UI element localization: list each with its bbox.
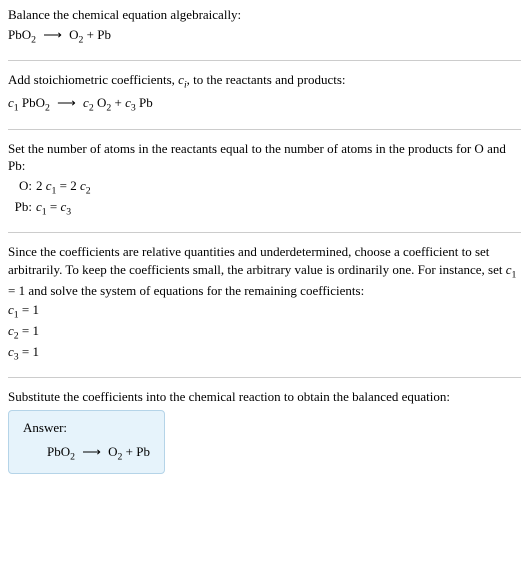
- section-title: Set the number of atoms in the reactants…: [8, 140, 521, 175]
- subscript: 2: [31, 34, 36, 45]
- num: 2: [36, 178, 46, 193]
- equation-unbalanced: PbO2 ⟶ O2 + Pb: [8, 26, 521, 47]
- species: Pb: [136, 95, 153, 110]
- element-label: O:: [8, 177, 36, 198]
- subscript: 2: [70, 451, 75, 462]
- table-row: Pb: c1 = c3: [8, 198, 95, 219]
- text: Since the coefficients are relative quan…: [8, 244, 506, 277]
- species: PbO: [8, 27, 31, 42]
- section-coefficients: Add stoichiometric coefficients, ci, to …: [8, 71, 521, 130]
- equation-cell: 2 c1 = 2 c2: [36, 177, 95, 198]
- coef-line: c1 = 1: [8, 301, 521, 322]
- plus: +: [83, 27, 97, 42]
- equation-cell: c1 = c3: [36, 198, 95, 219]
- arrow-icon: ⟶: [43, 27, 62, 42]
- section-problem: Balance the chemical equation algebraica…: [8, 6, 521, 61]
- subscript: 3: [66, 206, 71, 217]
- species: O: [108, 444, 117, 459]
- species: PbO: [47, 444, 70, 459]
- answer-box: Answer: PbO2 ⟶ O2 + Pb: [8, 410, 165, 474]
- species: O: [69, 27, 78, 42]
- species: PbO: [19, 95, 45, 110]
- subscript: 1: [512, 270, 517, 281]
- coef-line: c2 = 1: [8, 322, 521, 343]
- num: 2: [70, 178, 80, 193]
- coef-line: c3 = 1: [8, 343, 521, 364]
- balanced-equation: PbO2 ⟶ O2 + Pb: [23, 443, 150, 464]
- eq: = 1: [19, 344, 39, 359]
- section-title: Substitute the coefficients into the che…: [8, 388, 521, 406]
- text: = 1 and solve the system of equations fo…: [8, 283, 364, 298]
- section-solve: Since the coefficients are relative quan…: [8, 243, 521, 378]
- species: O: [94, 95, 107, 110]
- species: Pb: [136, 444, 150, 459]
- coefficient-solutions: c1 = 1 c2 = 1 c3 = 1: [8, 301, 521, 363]
- answer-label: Answer:: [23, 419, 150, 437]
- text: , to the reactants and products:: [187, 72, 346, 87]
- eq: =: [47, 199, 61, 214]
- section-title: Balance the chemical equation algebraica…: [8, 6, 521, 24]
- equation-with-coefs: c1 PbO2 ⟶ c2 O2 + c3 Pb: [8, 94, 521, 115]
- eq: =: [56, 178, 70, 193]
- subscript: 2: [45, 103, 50, 114]
- atom-balance-table: O: 2 c1 = 2 c2 Pb: c1 = c3: [8, 177, 95, 219]
- plus: +: [122, 444, 136, 459]
- section-title: Add stoichiometric coefficients, ci, to …: [8, 71, 521, 92]
- eq: = 1: [19, 323, 39, 338]
- text: Add stoichiometric coefficients,: [8, 72, 178, 87]
- table-row: O: 2 c1 = 2 c2: [8, 177, 95, 198]
- arrow-icon: ⟶: [82, 444, 101, 459]
- plus: +: [111, 95, 125, 110]
- section-title: Since the coefficients are relative quan…: [8, 243, 521, 299]
- section-atom-balance: Set the number of atoms in the reactants…: [8, 140, 521, 234]
- subscript: 2: [86, 185, 91, 196]
- eq: = 1: [19, 302, 39, 317]
- species: Pb: [97, 27, 111, 42]
- section-answer: Substitute the coefficients into the che…: [8, 388, 521, 474]
- element-label: Pb:: [8, 198, 36, 219]
- arrow-icon: ⟶: [57, 95, 76, 110]
